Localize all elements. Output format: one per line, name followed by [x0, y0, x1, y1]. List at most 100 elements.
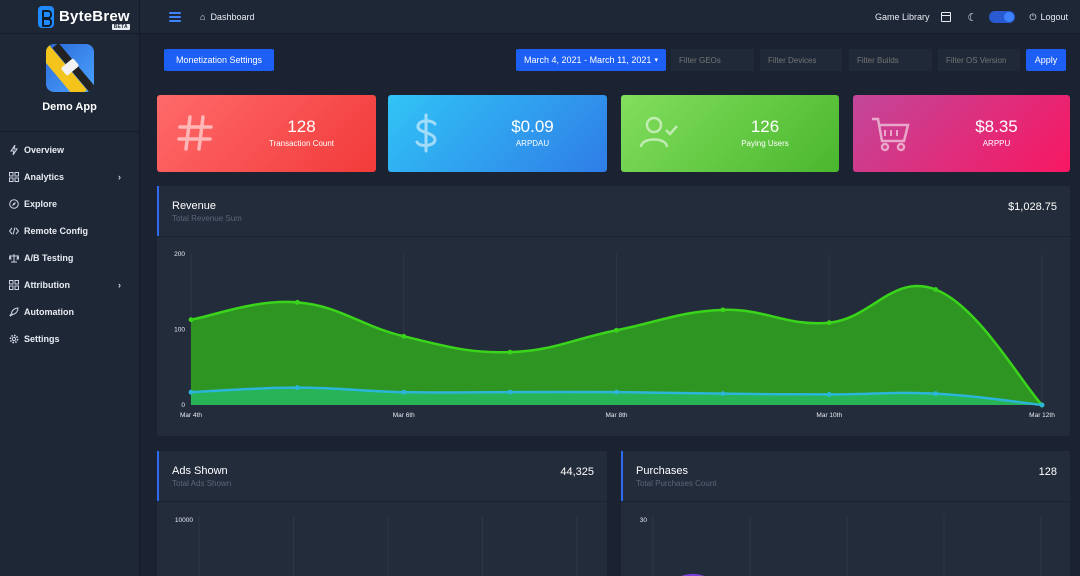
app-selector[interactable]: Demo App: [0, 34, 139, 132]
brand-logo[interactable]: ByteBrew BETA: [0, 0, 139, 34]
kpi-label: ARPPU: [982, 139, 1011, 148]
x-tick-label: Mar 8th: [605, 412, 627, 419]
kpi-card-arppu: $8.35 ARPPU: [853, 95, 1070, 172]
x-tick-label: Mar 10th: [816, 412, 842, 419]
app-name: Demo App: [42, 101, 97, 113]
breadcrumb-label: Dashboard: [210, 11, 255, 22]
panel-divider: [621, 501, 1070, 502]
sidebar-item-explore[interactable]: Explore: [0, 190, 139, 217]
apply-button[interactable]: Apply: [1026, 49, 1066, 71]
filter-geos-input[interactable]: [671, 49, 754, 71]
logout-label: Logout: [1040, 12, 1068, 22]
kpi-card-transaction-count: 128 Transaction Count: [157, 95, 376, 172]
panel-subtitle: Total Revenue Sum: [172, 214, 242, 223]
data-point: [614, 327, 619, 333]
y-tick-label: 0: [181, 402, 185, 409]
panel-title: Purchases: [636, 465, 688, 477]
panel-accent: [157, 451, 159, 501]
menu-toggle-icon[interactable]: [169, 11, 181, 22]
chevron-right-icon: ›: [118, 171, 121, 182]
data-point: [933, 287, 939, 292]
user-check-icon: [639, 116, 678, 148]
sidebar-item-label: Settings: [24, 333, 60, 344]
y-tick-label: 30: [640, 517, 648, 524]
sidebar-item-automation[interactable]: Automation: [0, 298, 139, 325]
sidebar-item-label: Automation: [24, 306, 74, 317]
kpi-card-arpdau: $0.09 ARPDAU: [388, 95, 607, 172]
kpi-label: Paying Users: [741, 139, 789, 148]
date-range-picker[interactable]: March 4, 2021 - March 11, 2021 ▾: [516, 49, 666, 71]
layout-icon[interactable]: [941, 12, 952, 22]
beta-badge: BETA: [111, 24, 130, 30]
logout-button[interactable]: ⏻ Logout: [1029, 12, 1068, 23]
data-point: [294, 299, 300, 305]
data-point: [826, 320, 832, 326]
data-point: [720, 391, 726, 397]
date-range-label: March 4, 2021 - March 11, 2021: [524, 55, 652, 65]
topbar: ⌂ Dashboard Game Library ☾ ⏻ Logout: [140, 0, 1080, 34]
brand-name: ByteBrew BETA: [59, 8, 130, 30]
sidebar-item-label: Explore: [24, 198, 58, 209]
sidebar-item-settings[interactable]: Settings: [0, 325, 139, 352]
revenue-panel: Revenue Total Revenue Sum $1,028.75 Mar …: [157, 186, 1070, 436]
kpi-value: 126: [750, 117, 780, 136]
data-point: [401, 333, 407, 339]
x-tick-label: Mar 6th: [393, 412, 415, 419]
sidebar-item-label: Remote Config: [24, 225, 88, 236]
hash-icon: [177, 115, 213, 151]
cart-icon: [872, 117, 910, 152]
data-point: [294, 385, 300, 391]
game-library-link[interactable]: Game Library: [874, 12, 930, 22]
rocket-icon: [9, 306, 19, 317]
kpi-value: $0.09: [511, 117, 554, 136]
sidebar-item-analytics[interactable]: Analytics ›: [0, 163, 139, 190]
bytebrew-logo-icon: [38, 5, 54, 28]
gear-icon: [9, 334, 19, 344]
x-tick-label: Mar 4th: [180, 412, 202, 419]
purchases-chart[interactable]: 30: [621, 451, 1070, 576]
data-point: [614, 389, 619, 395]
panel-title: Ads Shown: [172, 465, 228, 477]
data-point: [826, 392, 832, 397]
data-point: [933, 391, 939, 397]
dark-mode-toggle[interactable]: [989, 11, 1016, 23]
panel-subtitle: Total Ads Shown: [172, 479, 232, 488]
data-point: [720, 307, 726, 313]
panel-divider: [157, 236, 1070, 237]
caret-down-icon: ▾: [654, 57, 658, 64]
chevron-right-icon: ›: [118, 279, 121, 290]
scale-icon: [9, 253, 19, 263]
kpi-value: $8.35: [975, 117, 1018, 136]
sidebar-item-remote-config[interactable]: Remote Config: [0, 217, 139, 244]
panel-total: $1,028.75: [1008, 201, 1057, 213]
ads-shown-panel: Ads Shown Total Ads Shown 44,325 10000: [157, 451, 607, 576]
purchases-panel: Purchases Total Purchases Count 128 30: [621, 451, 1070, 576]
data-point: [401, 389, 407, 395]
sidebar-item-label: Attribution: [24, 279, 70, 290]
topbar-actions: Game Library ☾ ⏻ Logout: [875, 0, 1068, 34]
sidebar-item-ab-testing[interactable]: A/B Testing: [0, 244, 139, 271]
revenue-chart[interactable]: Mar 4th Mar 6th Mar 8th Mar 10th Mar 12th 0 10…: [157, 186, 1070, 436]
code-icon: [9, 226, 19, 236]
moon-icon: ☾: [967, 11, 978, 24]
panel-total: 128: [1038, 466, 1057, 478]
compass-icon: [9, 198, 19, 209]
sidebar-nav: Overview Analytics › Explore Remote Conf…: [0, 132, 139, 352]
sidebar-item-overview[interactable]: Overview: [0, 136, 139, 163]
y-tick-label: 10000: [175, 517, 193, 524]
home-icon: ⌂: [200, 11, 206, 22]
breadcrumb[interactable]: ⌂ Dashboard: [200, 12, 254, 22]
series-area: [191, 387, 1042, 405]
y-tick-label: 200: [174, 251, 185, 258]
series-line: [190, 284, 1043, 406]
sidebar-item-label: A/B Testing: [24, 252, 74, 263]
ads-shown-chart[interactable]: 10000: [157, 451, 607, 576]
filter-devices-input[interactable]: [760, 49, 842, 71]
filter-os-version-input[interactable]: [938, 49, 1020, 71]
sidebar: ByteBrew BETA Demo App Overview Analytic…: [0, 0, 140, 576]
filter-builds-input[interactable]: [849, 49, 932, 71]
sidebar-item-attribution[interactable]: Attribution ›: [0, 271, 139, 298]
monetization-settings-button[interactable]: Monetization Settings: [164, 49, 274, 71]
panel-subtitle: Total Purchases Count: [636, 479, 717, 488]
app-icon: [45, 44, 94, 92]
